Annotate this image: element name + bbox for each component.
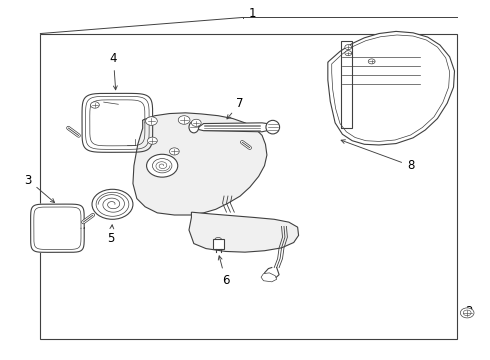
Circle shape [192,119,201,126]
PathPatch shape [328,31,455,145]
Circle shape [345,51,352,56]
Circle shape [345,45,352,50]
Text: 8: 8 [341,140,415,172]
Polygon shape [82,93,153,152]
Text: 6: 6 [218,256,229,287]
Circle shape [170,148,179,155]
Circle shape [91,102,99,108]
Ellipse shape [189,121,199,133]
PathPatch shape [133,113,267,215]
Circle shape [178,116,190,124]
PathPatch shape [189,212,298,252]
Text: 3: 3 [24,174,54,203]
Ellipse shape [266,120,280,134]
PathPatch shape [261,273,277,282]
PathPatch shape [196,123,267,132]
Bar [40,33,457,339]
Text: 4: 4 [110,52,117,90]
Text: 7: 7 [227,97,244,119]
Text: 2: 2 [466,305,473,318]
Circle shape [368,59,375,64]
Text: 1: 1 [248,8,256,21]
Circle shape [92,189,133,219]
Circle shape [147,154,178,177]
Circle shape [146,117,157,125]
Polygon shape [30,204,84,252]
Circle shape [147,137,157,144]
Circle shape [460,308,474,318]
Text: 5: 5 [107,225,115,246]
FancyBboxPatch shape [213,239,223,249]
